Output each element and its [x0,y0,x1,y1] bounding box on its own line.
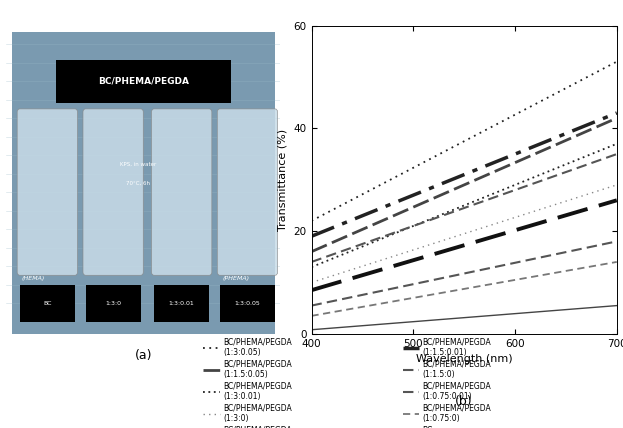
Text: (a): (a) [135,349,152,362]
FancyBboxPatch shape [86,285,141,321]
FancyBboxPatch shape [155,285,209,321]
FancyBboxPatch shape [12,32,275,334]
Text: 70°C, 6h: 70°C, 6h [126,180,150,185]
FancyBboxPatch shape [83,109,143,275]
FancyBboxPatch shape [220,285,275,321]
Legend: BC/PHEMA/PEGDA
(1:3:0.05), BC/PHEMA/PEGDA
(1:1.5:0.05), BC/PHEMA/PEGDA
(1:3:0.01: BC/PHEMA/PEGDA (1:3:0.05), BC/PHEMA/PEGD… [203,338,292,428]
Y-axis label: Transmittance (%): Transmittance (%) [278,129,288,231]
Legend: BC/PHEMA/PEGDA
(1:1.5:0.01), BC/PHEMA/PEGDA
(1:1.5:0), BC/PHEMA/PEGDA
(1:0.75:0.: BC/PHEMA/PEGDA (1:1.5:0.01), BC/PHEMA/PE… [402,338,491,428]
FancyBboxPatch shape [55,59,231,103]
Text: 1:3:0.05: 1:3:0.05 [235,300,260,306]
FancyBboxPatch shape [17,109,77,275]
FancyBboxPatch shape [20,285,75,321]
Text: 1:3:0: 1:3:0 [105,300,121,306]
X-axis label: Wavelength (nm): Wavelength (nm) [416,354,513,364]
Text: BC: BC [43,300,52,306]
FancyBboxPatch shape [151,109,212,275]
Text: 1:3:0.01: 1:3:0.01 [169,300,194,306]
Text: KPS, in water: KPS, in water [120,162,156,167]
Text: BC/PHEMA/PEGDA: BC/PHEMA/PEGDA [98,77,189,86]
FancyBboxPatch shape [217,109,278,275]
Text: (b): (b) [455,395,473,408]
Text: (HEMA): (HEMA) [22,276,45,281]
Text: (PHEMA): (PHEMA) [223,276,250,281]
